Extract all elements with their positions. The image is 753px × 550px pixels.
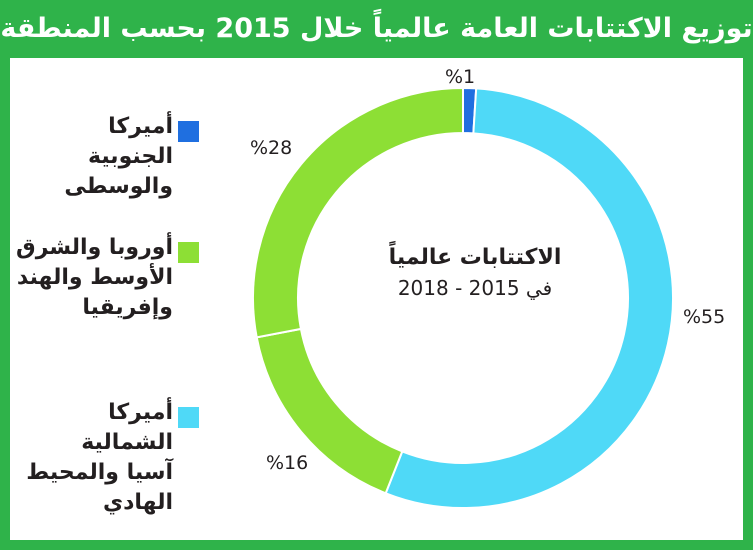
legend-label-line: أميركا الشمالية <box>81 400 173 455</box>
slice-label-55: %55 <box>683 306 726 328</box>
legend-item-north-america: أميركا الشمالية آسيا والمحيط الهادي <box>10 398 173 518</box>
slice-label-1: %1 <box>445 66 476 88</box>
donut-slice-55 <box>384 87 674 509</box>
donut-slice-28 <box>252 86 464 339</box>
legend-label-line: أوروبا والشرق <box>16 235 173 260</box>
legend-label-line: والوسطى <box>64 174 173 199</box>
center-label-line2: في 2015 - 2018 <box>397 276 553 300</box>
slice-label-28: %28 <box>250 137 293 159</box>
legend-label-line: الأوسط والهند <box>16 265 173 290</box>
center-label-line1: الاكتتابات عالمياً <box>388 245 562 270</box>
chart-title: توزيع الاكتتابات العامة عالمياً خلال 201… <box>0 12 753 44</box>
slice-label-16: %16 <box>266 452 309 474</box>
legend-item-latin-america: أميركا الجنوبية والوسطى <box>20 112 173 202</box>
legend-label-line: آسيا والمحيط <box>26 460 173 485</box>
legend-item-europe: أوروبا والشرق الأوسط والهند وإفريقيا <box>10 233 173 323</box>
legend-swatch-latin-america <box>178 121 199 142</box>
legend-label-line: وإفريقيا <box>82 295 173 320</box>
legend-swatch-north-america <box>178 407 199 428</box>
center-label: الاكتتابات عالمياً في 2015 - 2018 <box>375 243 575 303</box>
legend-label-line: الهادي <box>102 490 173 515</box>
legend-label-line: أميركا الجنوبية <box>87 114 173 169</box>
legend-swatch-europe <box>178 242 199 263</box>
